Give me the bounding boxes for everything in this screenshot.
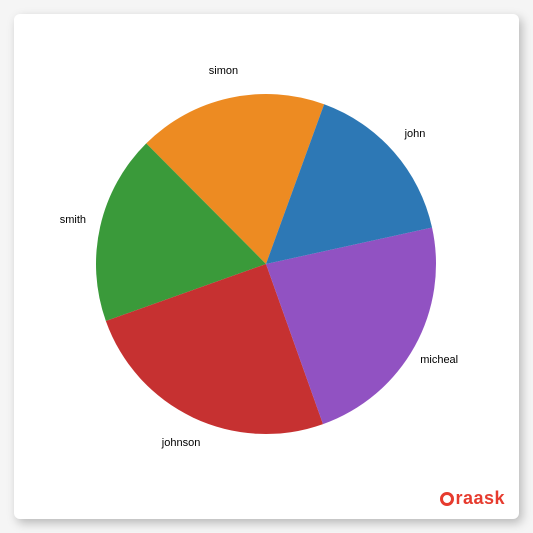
- brand-logo: raask: [440, 488, 505, 509]
- pie-label-simon: simon: [209, 65, 238, 77]
- pie-chart: [14, 14, 519, 519]
- brand-text: raask: [455, 488, 505, 508]
- stage: simon smith johnson micheal john raask: [0, 0, 533, 533]
- pie-label-smith: smith: [60, 214, 86, 226]
- chart-card: simon smith johnson micheal john raask: [14, 14, 519, 519]
- pie-label-micheal: micheal: [420, 354, 458, 366]
- pie-label-johnson: johnson: [162, 437, 201, 449]
- pie-label-john: john: [405, 128, 426, 140]
- brand-o-icon: [440, 492, 454, 506]
